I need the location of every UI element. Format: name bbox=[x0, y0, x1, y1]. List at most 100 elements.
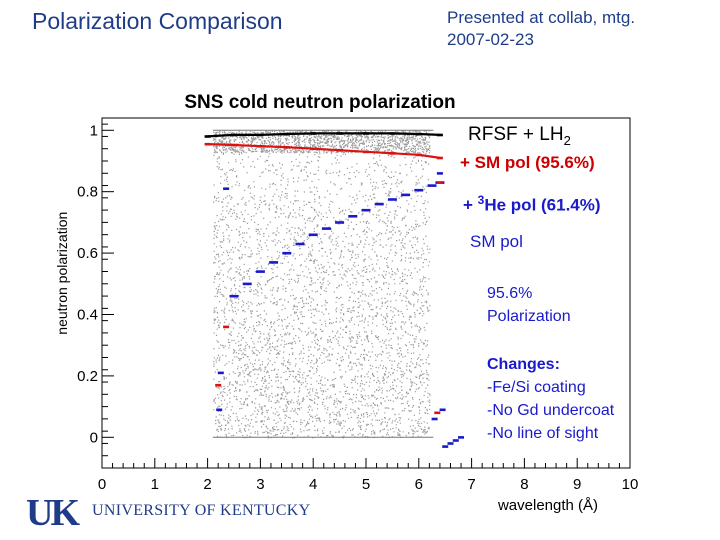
y-tick-label: 1 bbox=[90, 122, 98, 139]
series-line bbox=[207, 143, 441, 159]
series-4 bbox=[431, 172, 464, 448]
data-point bbox=[427, 184, 437, 187]
x-tick-label: 2 bbox=[203, 476, 211, 493]
data-point bbox=[431, 417, 438, 421]
data-point bbox=[434, 411, 441, 415]
x-tick-label: 3 bbox=[256, 476, 264, 493]
data-point bbox=[387, 198, 397, 201]
data-point bbox=[204, 135, 211, 138]
data-point bbox=[223, 325, 230, 329]
presentation-note: Presented at collab, mtg. 2007-02-23 bbox=[447, 7, 635, 51]
data-point bbox=[255, 270, 265, 273]
data-point bbox=[374, 202, 384, 206]
data-point bbox=[217, 371, 224, 375]
x-tick-label: 10 bbox=[622, 476, 639, 493]
data-point bbox=[257, 145, 264, 148]
series-line bbox=[207, 132, 440, 138]
rfsf-text: RFSF + LH bbox=[468, 124, 564, 145]
chart-title: SNS cold neutron polarization bbox=[184, 92, 455, 113]
data-point bbox=[336, 132, 343, 135]
background-scatter bbox=[212, 129, 434, 439]
presentation-venue: Presented at collab, mtg. bbox=[447, 8, 636, 27]
y-tick-label: 0.8 bbox=[77, 184, 98, 201]
he-superscript: 3 bbox=[477, 193, 485, 207]
data-point bbox=[401, 193, 411, 197]
data-point bbox=[442, 445, 449, 448]
he-pol-annotation: + 3He pol (61.4%) bbox=[463, 189, 601, 217]
presentation-date: 2007-02-23 bbox=[447, 30, 534, 49]
data-point bbox=[436, 181, 443, 184]
data-point bbox=[204, 142, 211, 146]
series-0 bbox=[204, 132, 443, 138]
university-logo: UK bbox=[26, 494, 83, 530]
x-tick-label: 6 bbox=[415, 476, 423, 493]
polarization-value: 95.6% bbox=[487, 285, 533, 302]
y-tick-label: 0.6 bbox=[77, 245, 98, 262]
series-2 bbox=[229, 181, 445, 298]
data-point bbox=[242, 282, 252, 286]
data-point bbox=[257, 133, 264, 137]
polarization-word: Polarization bbox=[487, 308, 571, 325]
x-tick-label: 5 bbox=[362, 476, 370, 493]
axis-ticks: 0 1 2 3 4 5 6 7 8 9 10 0 0.2 0.4 0.6 0.8 1 bbox=[77, 122, 638, 493]
data-point bbox=[452, 439, 459, 442]
changes-title: Changes: bbox=[487, 356, 560, 373]
data-point bbox=[231, 133, 237, 137]
rfsf-annotation: RFSF + LH2 bbox=[468, 123, 571, 152]
data-point bbox=[415, 153, 422, 157]
series-1 bbox=[204, 142, 443, 160]
data-series bbox=[204, 132, 464, 448]
data-point bbox=[415, 132, 422, 136]
data-point bbox=[282, 251, 292, 255]
x-tick-label: 1 bbox=[151, 476, 159, 493]
x-tick-label: 8 bbox=[520, 476, 528, 493]
change-undercoat: -No Gd undercoat bbox=[487, 402, 615, 419]
x-tick-label: 0 bbox=[98, 476, 106, 493]
data-point bbox=[216, 408, 223, 412]
y-tick-label: 0.2 bbox=[77, 368, 98, 385]
data-point bbox=[283, 132, 290, 136]
data-point bbox=[310, 132, 317, 135]
data-point bbox=[363, 132, 369, 135]
sm-pol-annotation: + SM pol (95.6%) bbox=[460, 153, 595, 172]
data-point bbox=[458, 436, 464, 439]
change-line-of-sight: -No line of sight bbox=[487, 425, 599, 442]
data-point bbox=[308, 233, 318, 237]
x-tick-label: 9 bbox=[573, 476, 581, 493]
data-point bbox=[348, 215, 358, 218]
data-point bbox=[389, 132, 396, 135]
sm-pol-legend: SM pol bbox=[470, 232, 523, 251]
data-point bbox=[223, 187, 230, 190]
change-coating: -Fe/Si coating bbox=[487, 379, 586, 396]
data-point bbox=[229, 294, 239, 298]
noise-points bbox=[212, 130, 431, 439]
he-plus: + bbox=[463, 195, 478, 215]
changes-note: Changes: -Fe/Si coating -No Gd undercoat… bbox=[487, 353, 614, 445]
data-point bbox=[321, 227, 331, 230]
data-point bbox=[283, 146, 290, 149]
data-point bbox=[231, 143, 237, 147]
he-text: He pol (61.4%) bbox=[484, 195, 601, 215]
data-point bbox=[389, 152, 396, 155]
series-3 bbox=[215, 187, 230, 412]
x-tick-label: 7 bbox=[467, 476, 475, 493]
data-point bbox=[215, 383, 222, 387]
y-axis-label: neutron polarization bbox=[54, 212, 70, 335]
data-point bbox=[436, 172, 443, 175]
slide-title: Polarization Comparison bbox=[32, 8, 283, 34]
data-point bbox=[310, 147, 317, 151]
data-point bbox=[335, 221, 345, 224]
data-point bbox=[436, 156, 443, 160]
data-point bbox=[439, 408, 446, 412]
data-point bbox=[447, 442, 454, 445]
data-point bbox=[295, 242, 305, 246]
x-tick-label: 4 bbox=[309, 476, 317, 493]
data-point bbox=[363, 150, 369, 154]
y-tick-label: 0.4 bbox=[77, 306, 98, 323]
polarization-note: 95.6% Polarization bbox=[487, 282, 571, 328]
data-point bbox=[361, 208, 371, 212]
y-tick-label: 0 bbox=[90, 429, 98, 446]
university-name: UNIVERSITY OF KENTUCKY bbox=[92, 502, 311, 519]
rfsf-subscript: 2 bbox=[563, 132, 571, 148]
